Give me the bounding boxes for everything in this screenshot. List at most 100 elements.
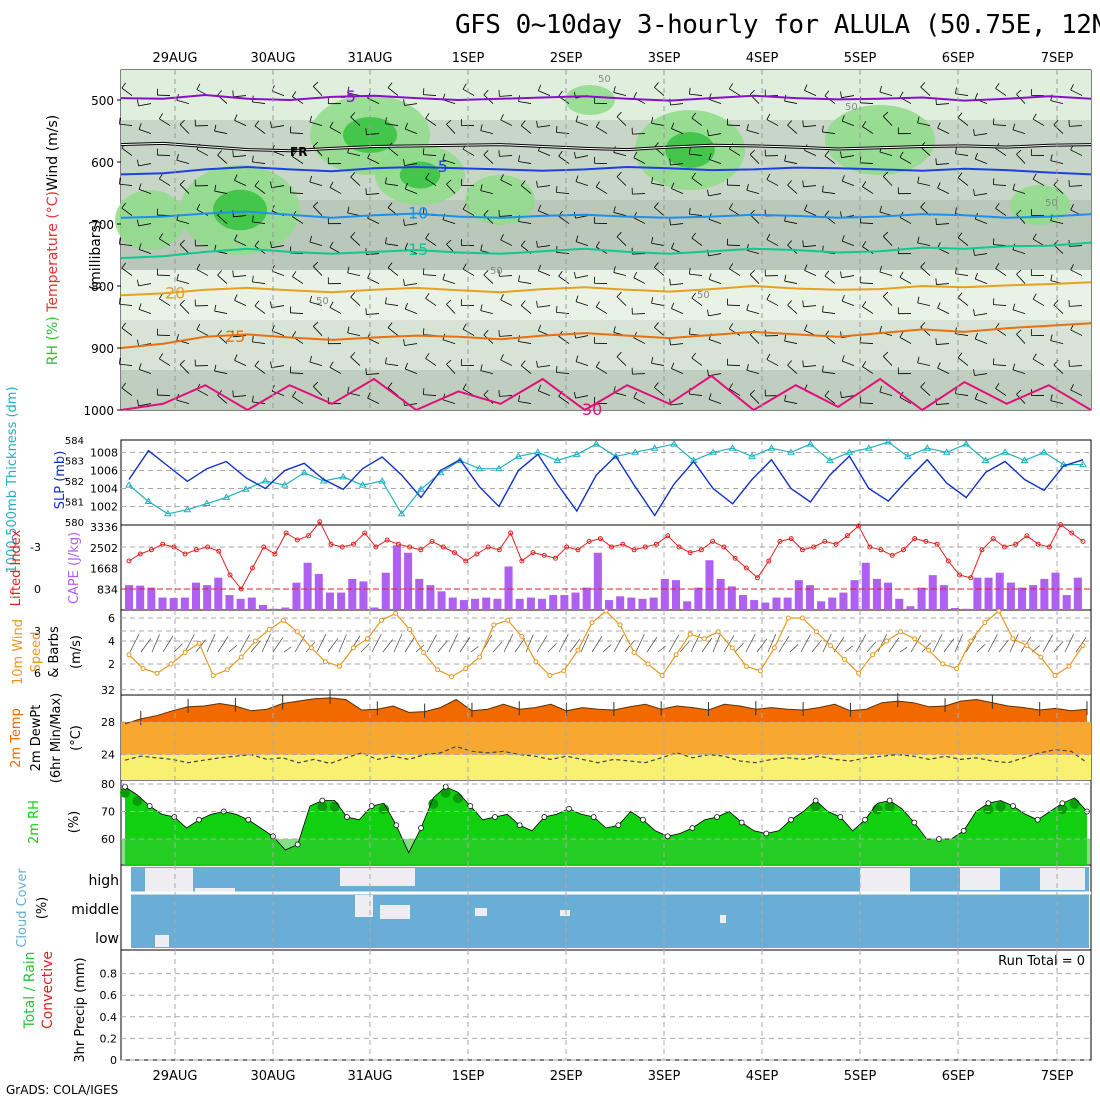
- rh-marker: [763, 830, 770, 837]
- wind-barb-10m: [987, 634, 998, 653]
- wind-barb: [518, 395, 532, 404]
- lifted-marker: [339, 544, 345, 550]
- wind-barb: [882, 171, 893, 186]
- lifted-marker: [530, 550, 536, 556]
- wind-barb: [498, 210, 513, 217]
- thickness-marker: [514, 452, 523, 459]
- cape-bar: [392, 545, 401, 610]
- lifted-marker: [182, 551, 188, 557]
- lifted-marker: [541, 552, 547, 558]
- lifted-marker: [934, 541, 940, 547]
- y-tick-label: 800: [91, 280, 114, 294]
- thickness-marker: [631, 448, 640, 455]
- date-label-top: 4SEP: [746, 51, 779, 66]
- wind-barb: [575, 175, 589, 186]
- lifted-marker: [193, 547, 199, 553]
- cloud-clear-gap: [195, 888, 235, 892]
- wind-barb-10m: [811, 639, 822, 653]
- wind-marker: [884, 638, 890, 644]
- wind-barb: [613, 86, 627, 96]
- wind-marker: [379, 617, 385, 623]
- wind-barb-10m: [272, 637, 284, 653]
- wind-barb: [935, 218, 950, 225]
- wind-marker: [898, 629, 904, 635]
- wind-barb-10m: [745, 633, 756, 653]
- wind-barb: [995, 82, 1007, 96]
- rh-high-shade: [428, 798, 439, 809]
- wind-barb: [882, 111, 893, 126]
- wind-barb-10m: [635, 633, 645, 653]
- isotherm-6: [120, 322, 1092, 349]
- cape-bar: [426, 585, 435, 610]
- wind-barb: [232, 150, 247, 158]
- wind-barb: [1016, 149, 1026, 164]
- wind-barb: [138, 303, 152, 314]
- date-label-bottom: 7SEP: [1041, 1069, 1074, 1084]
- rh-marker: [492, 814, 498, 820]
- wind-barb: [498, 270, 513, 277]
- cape-bar: [482, 597, 491, 610]
- lifted-marker: [238, 586, 244, 592]
- wind-barb: [766, 233, 779, 246]
- rh-marker: [640, 816, 646, 823]
- wind-barb-10m: [338, 634, 347, 653]
- cloud-clear-gap: [860, 868, 910, 892]
- wind-marker: [813, 629, 819, 635]
- wind-marker: [926, 647, 932, 653]
- lifted-marker: [216, 548, 222, 554]
- temp-ylabel-1: 2m Temp: [9, 708, 24, 768]
- rh-marker: [442, 783, 449, 790]
- lifted-marker: [205, 544, 211, 550]
- wind-barb: [899, 271, 912, 284]
- wind-barb: [616, 171, 627, 186]
- rh-marker: [171, 814, 178, 820]
- rh-marker: [393, 822, 400, 829]
- wind-barb: [935, 338, 950, 345]
- wind-barb-10m: [965, 635, 977, 653]
- rh-marker: [344, 814, 350, 820]
- cape-bar: [850, 580, 859, 610]
- wind-barb: [766, 293, 779, 306]
- wind-marker: [645, 661, 651, 667]
- lifted-marker: [687, 550, 693, 556]
- wind-barb: [728, 323, 741, 336]
- wind-barb: [480, 304, 494, 314]
- wind-marker: [393, 610, 399, 616]
- wind-barb: [802, 240, 817, 248]
- thickness-marker: [611, 452, 620, 459]
- rh-high-shade: [317, 801, 328, 812]
- wind-barb: [179, 359, 190, 374]
- thickness-marker: [806, 440, 815, 447]
- lifted-marker: [362, 530, 368, 536]
- wind-barb: [613, 206, 627, 216]
- wind-barb-10m: [855, 634, 867, 653]
- wind-marker: [856, 670, 862, 676]
- wind-barb: [992, 358, 1007, 366]
- wind-barb: [728, 383, 741, 396]
- wind-barb: [179, 179, 190, 194]
- wind-barb: [651, 296, 665, 306]
- thickness-marker: [1040, 448, 1048, 455]
- wind-barb-10m: [327, 638, 339, 653]
- wind-barb: [822, 125, 836, 134]
- wind-marker: [729, 645, 735, 651]
- thickness-marker: [144, 497, 153, 504]
- wind-barb: [156, 388, 171, 396]
- cape-tick-label: 1668: [90, 563, 118, 576]
- wind-barb: [1032, 113, 1045, 126]
- wind-barb-10m: [613, 634, 624, 653]
- wind-barb-10m: [998, 639, 1009, 653]
- wind-barb: [119, 117, 133, 126]
- wind-marker: [491, 622, 497, 628]
- wind-marker: [280, 617, 286, 623]
- wind-barb: [480, 124, 494, 134]
- lifted-marker: [373, 544, 379, 550]
- wind-barb-10m: [140, 638, 152, 653]
- wind-barb-10m: [404, 636, 416, 653]
- wind-barb-10m: [701, 637, 713, 653]
- rh-marker: [615, 822, 622, 829]
- wind-barb: [498, 150, 513, 157]
- wind-barb: [974, 392, 988, 404]
- thickness-marker: [923, 444, 932, 451]
- wind-marker: [771, 645, 777, 651]
